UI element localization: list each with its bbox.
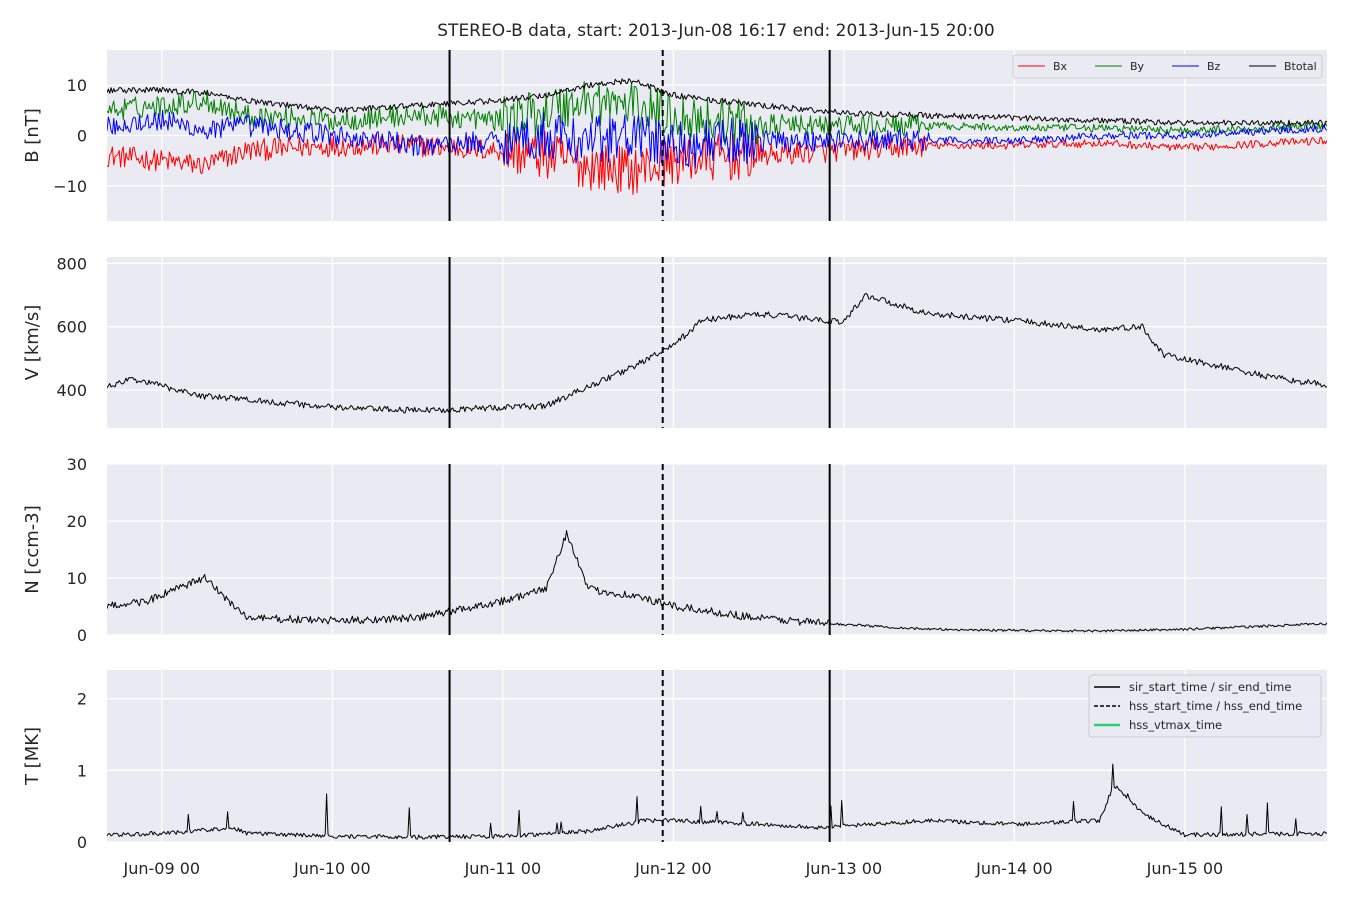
plot-area: [107, 464, 1327, 635]
plot-area: [107, 257, 1327, 428]
panel-temperature: 0 1 2 T [MK] sir_start_time / sir_end_timehs…: [22, 670, 1327, 852]
y-tick-label: 400: [56, 381, 87, 400]
legend-label: Bz: [1207, 60, 1221, 73]
y-tick-label: 800: [56, 254, 87, 273]
legend-label: By: [1130, 60, 1145, 73]
series-line: [107, 763, 1327, 840]
x-tick-label: Jun-10 00: [293, 859, 371, 878]
x-tick-label: Jun-14 00: [975, 859, 1053, 878]
x-axis: Jun-09 00 Jun-10 00 Jun-11 00 Jun-12 00 Jun-…: [123, 859, 1224, 878]
y-axis-label: V [km/s]: [22, 305, 43, 380]
y-tick-label: 30: [67, 455, 87, 474]
x-tick-label: Jun-15 00: [1146, 859, 1224, 878]
legend-label: hss_vtmax_time: [1129, 718, 1222, 732]
legend-label: Bx: [1053, 60, 1068, 73]
y-tick-label: 10: [67, 76, 87, 95]
y-tick-label: 10: [67, 569, 87, 588]
y-tick-label: 0: [77, 626, 87, 645]
x-tick-label: Jun-11 00: [464, 859, 542, 878]
y-tick-label: 1: [77, 761, 87, 780]
y-tick-label: −10: [53, 177, 87, 196]
series-line-bz: [107, 109, 1327, 169]
x-tick-label: Jun-09 00: [123, 859, 201, 878]
panel-magnetic-field: −10 0 10 B [nT] Bx By Bz Btotal: [22, 50, 1327, 221]
y-axis-label: N [ccm-3]: [22, 505, 43, 594]
panel-speed: 400 600 800 V [km/s]: [22, 254, 1327, 428]
x-tick-label: Jun-13 00: [805, 859, 883, 878]
series-line: [107, 530, 1327, 633]
series-line-btotal: [107, 78, 1327, 127]
legend-events: sir_start_time / sir_end_time hss_start_t…: [1088, 674, 1322, 738]
y-axis-label: T [MK]: [22, 727, 43, 786]
y-tick-label: 0: [77, 833, 87, 852]
legend-label: Btotal: [1284, 60, 1317, 73]
legend-label: hss_start_time / hss_end_time: [1129, 699, 1302, 713]
y-tick-label: 20: [67, 512, 87, 531]
y-tick-label: 2: [77, 690, 87, 709]
y-tick-label: 600: [56, 318, 87, 337]
panel-density: 0 10 20 30 N [ccm-3]: [22, 455, 1327, 645]
legend-b: Bx By Bz Btotal: [1012, 54, 1323, 79]
y-tick-label: 0: [77, 127, 87, 146]
y-axis-label: B [nT]: [22, 108, 43, 163]
series-line-bx: [107, 131, 1327, 195]
x-tick-label: Jun-12 00: [634, 859, 712, 878]
legend-label: sir_start_time / sir_end_time: [1129, 680, 1291, 694]
series-line: [107, 292, 1327, 414]
chart-title: STEREO-B data, start: 2013-Jun-08 16:17 …: [437, 21, 994, 41]
